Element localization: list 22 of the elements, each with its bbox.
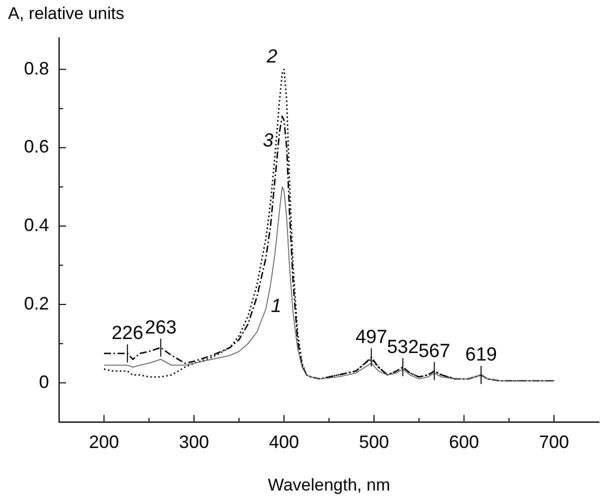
x-tick-label: 300 bbox=[178, 432, 210, 452]
x-tick-label: 400 bbox=[268, 432, 300, 452]
x-tick-label: 700 bbox=[538, 432, 570, 452]
x-axis-title: Wavelength, nm bbox=[268, 475, 390, 494]
y-tick-label: 0.2 bbox=[24, 293, 50, 314]
y-tick-label: 0 bbox=[39, 372, 50, 392]
annotation: 532 bbox=[386, 336, 419, 358]
x-tick-label: 500 bbox=[358, 432, 390, 452]
series-label: 1 bbox=[270, 296, 282, 318]
y-tick-label: 0.4 bbox=[24, 215, 50, 236]
annotation: 567 bbox=[418, 340, 450, 362]
y-tick-label: 0.8 bbox=[24, 58, 50, 78]
series-label: 2 bbox=[266, 46, 278, 68]
y-tick-label: 0.6 bbox=[24, 136, 50, 157]
series-label: 3 bbox=[262, 130, 274, 152]
annotation: 619 bbox=[465, 344, 497, 366]
x-tick-label: 600 bbox=[448, 432, 480, 452]
y-axis-title: A, relative units bbox=[8, 4, 124, 24]
annotation: 497 bbox=[355, 327, 388, 348]
annotation: 226 bbox=[112, 323, 144, 344]
x-tick-label: 200 bbox=[88, 432, 120, 452]
annotation: 263 bbox=[144, 317, 177, 338]
